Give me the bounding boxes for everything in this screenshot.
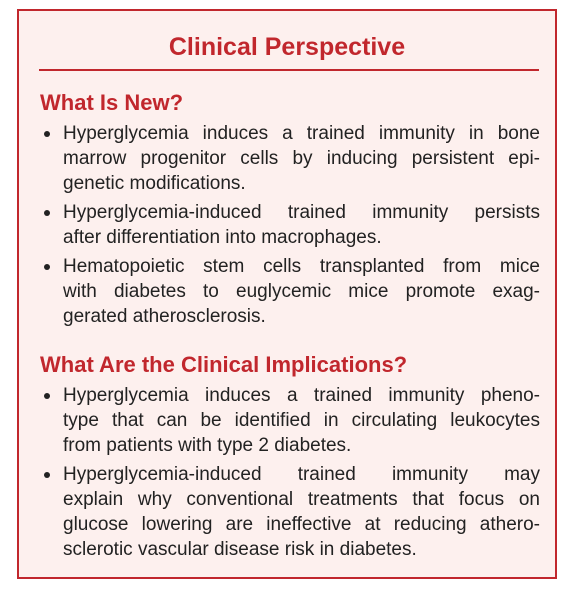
section: What Are the Clinical Implications? Hyper… [40, 351, 540, 562]
bullet-line: sclerotic vascular disease risk in diabe… [63, 539, 417, 560]
bullet-line: Hyperglycemia induces a trained immunity… [63, 123, 540, 144]
perspective-box: Clinical Perspective What Is New? Hypergl… [17, 9, 557, 579]
bullet-item: Hyperglycemia induces a trained immunity… [40, 121, 540, 196]
bullet-line: with diabetes to euglycemic mice promote… [63, 281, 540, 302]
bullet-dot [44, 393, 50, 399]
bullet-line: Hyperglycemia-induced trained immunity m… [63, 464, 540, 485]
bullet-line: explain why conventional treatments that… [63, 489, 540, 510]
bullet-line: Hyperglycemia induces a trained immunity… [63, 385, 540, 406]
section: What Is New? Hyperglycemia induces a trai… [40, 89, 540, 329]
bullet-item: Hyperglycemia-induced trained immunity m… [40, 462, 540, 562]
bullet-line: marrow progenitor cells by inducing pers… [63, 148, 540, 169]
bullet-line: genetic modifications. [63, 173, 246, 194]
bullet-dot [44, 264, 50, 270]
bullet-line: Hyperglycemia-induced trained immunity p… [63, 202, 540, 223]
box-title: Clinical Perspective [168, 33, 406, 61]
bullet-line: Hematopoietic stem cells transplanted fr… [63, 256, 540, 277]
bullet-item: Hyperglycemia-induced trained immunity p… [40, 200, 540, 250]
bullet-line: gerated atherosclerosis. [63, 306, 266, 327]
bullet-item: Hyperglycemia induces a trained immunity… [40, 383, 540, 458]
bullet-dot [44, 210, 50, 216]
content: What Is New? Hyperglycemia induces a trai… [40, 89, 540, 566]
bullet-line: after differentiation into macrophages. [63, 227, 382, 248]
bullet-line: type that can be identified in circulati… [63, 410, 540, 431]
bullet-item: Hematopoietic stem cells transplanted fr… [40, 254, 540, 329]
bullet-dot [44, 472, 50, 478]
bullet-line: glucose lowering are ineffective at redu… [63, 514, 540, 535]
bullet-line: from patients with type 2 diabetes. [63, 435, 352, 456]
section-heading: What Are the Clinical Implications? [40, 352, 408, 377]
bullet-dot [44, 131, 50, 137]
section-heading: What Is New? [40, 90, 184, 115]
title-rule [39, 69, 539, 71]
